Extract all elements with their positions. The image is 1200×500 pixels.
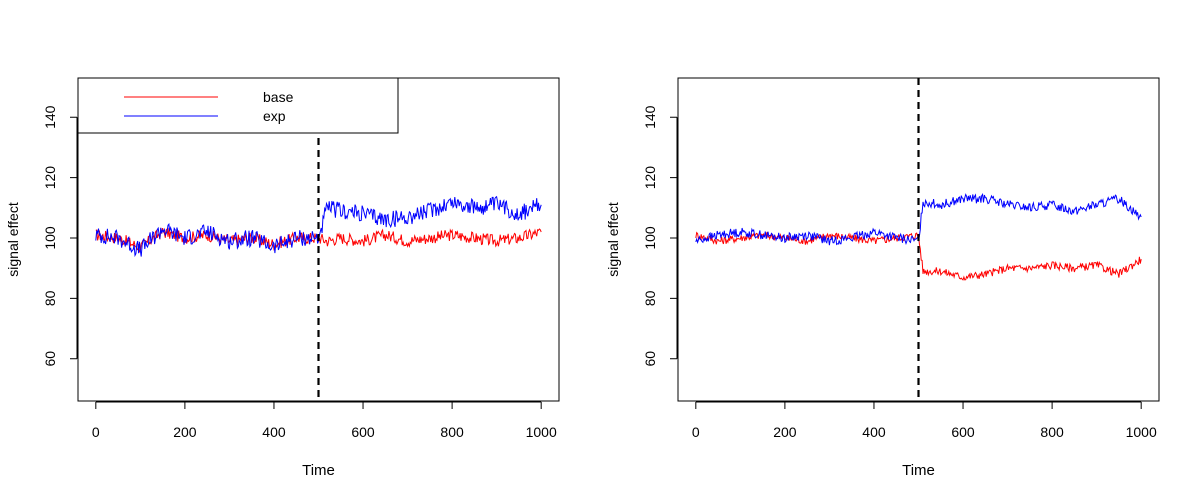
x-tick-label: 200 (173, 424, 197, 440)
legend-label-base: base (263, 89, 294, 105)
x-tick-label: 1000 (1126, 424, 1157, 440)
right-x-axis-label: Time (902, 462, 935, 479)
left-x-axis-label: Time (302, 462, 335, 479)
left-chart-panel: 0 200 400 600 800 1000 60 80 100 120 140 Time sig… (5, 77, 560, 479)
x-tick-label: 1000 (526, 424, 557, 440)
y-tick-label: 80 (42, 290, 58, 306)
x-tick-label: 600 (351, 424, 375, 440)
x-tick-label: 200 (773, 424, 797, 440)
legend-label-exp: exp (263, 108, 286, 124)
right-x-axis: 0 200 400 600 800 1000 (692, 401, 1157, 440)
y-tick-label: 140 (42, 105, 58, 129)
y-tick-label: 140 (642, 105, 658, 129)
y-tick-label: 100 (642, 226, 658, 250)
y-tick-label: 80 (642, 290, 658, 306)
right-y-axis: 60 80 100 120 140 (642, 105, 678, 367)
y-tick-label: 120 (642, 166, 658, 190)
y-tick-label: 60 (642, 351, 658, 367)
left-y-axis-label: signal effect (5, 202, 21, 277)
y-tick-label: 60 (42, 351, 58, 367)
y-tick-label: 100 (42, 226, 58, 250)
x-tick-label: 400 (262, 424, 286, 440)
right-y-axis-label: signal effect (605, 202, 621, 277)
x-tick-label: 600 (951, 424, 975, 440)
left-y-axis: 60 80 100 120 140 (42, 105, 78, 367)
x-tick-label: 800 (1040, 424, 1064, 440)
x-tick-label: 0 (92, 424, 100, 440)
x-tick-label: 400 (862, 424, 886, 440)
y-tick-label: 120 (42, 166, 58, 190)
right-chart-panel: 0 200 400 600 800 1000 60 80 100 120 140 Time sig… (605, 77, 1160, 479)
left-legend: base exp (77, 77, 399, 134)
left-x-axis: 0 200 400 600 800 1000 (92, 401, 557, 440)
x-tick-label: 800 (440, 424, 464, 440)
x-tick-label: 0 (692, 424, 700, 440)
legend-box (77, 77, 399, 134)
right-plot-border (677, 77, 1160, 402)
